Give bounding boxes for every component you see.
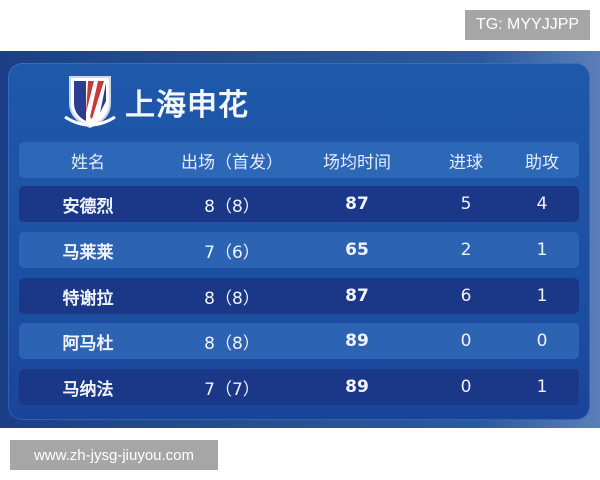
appearances: 8（8） xyxy=(204,196,260,217)
header-assists: 助攻 xyxy=(525,152,559,173)
assists: 4 xyxy=(536,194,548,214)
goals: 6 xyxy=(460,286,472,306)
appearances: 8（8） xyxy=(204,288,260,309)
assists: 1 xyxy=(536,286,548,306)
header-appearances: 出场（首发） xyxy=(181,152,283,173)
player-name: 特谢拉 xyxy=(62,288,114,309)
player-name: 安德烈 xyxy=(62,196,114,217)
table-row: 阿马杜 8（8） 89 0 0 xyxy=(19,323,579,359)
table-row: 马纳法 7（7） 89 0 1 xyxy=(19,369,579,405)
avg-time: 89 xyxy=(345,377,369,397)
goals: 0 xyxy=(460,331,472,351)
goals: 5 xyxy=(460,194,472,214)
avg-time: 65 xyxy=(345,240,369,260)
table-header: 姓名 出场（首发） 场均时间 进球 助攻 xyxy=(19,142,579,178)
avg-time: 89 xyxy=(345,331,369,351)
header-goals: 进球 xyxy=(449,152,483,173)
header-avg-time: 场均时间 xyxy=(323,152,391,173)
table-row: 安德烈 8（8） 87 5 4 xyxy=(19,186,579,222)
table-row: 马莱莱 7（6） 65 2 1 xyxy=(19,232,579,268)
goals: 2 xyxy=(460,240,472,260)
player-name: 马莱莱 xyxy=(62,242,114,263)
assists: 1 xyxy=(536,377,548,397)
assists: 1 xyxy=(536,240,548,260)
header-name: 姓名 xyxy=(71,152,105,173)
avg-time: 87 xyxy=(345,194,369,214)
watermark-tg: TG: MYYJJPP xyxy=(465,10,590,40)
appearances: 7（7） xyxy=(204,379,260,400)
table-row: 特谢拉 8（8） 87 6 1 xyxy=(19,278,579,314)
assists: 0 xyxy=(536,331,548,351)
goals: 0 xyxy=(460,377,472,397)
watermark-site: www.zh-jysg-jiuyou.com xyxy=(10,440,218,470)
appearances: 7（6） xyxy=(204,242,260,263)
avg-time: 87 xyxy=(345,286,369,306)
player-name: 马纳法 xyxy=(62,379,114,400)
appearances: 8（8） xyxy=(204,333,260,354)
player-name: 阿马杜 xyxy=(62,333,114,354)
team-name: 上海申花 xyxy=(125,88,249,123)
shenhua-crest-icon xyxy=(64,76,116,129)
